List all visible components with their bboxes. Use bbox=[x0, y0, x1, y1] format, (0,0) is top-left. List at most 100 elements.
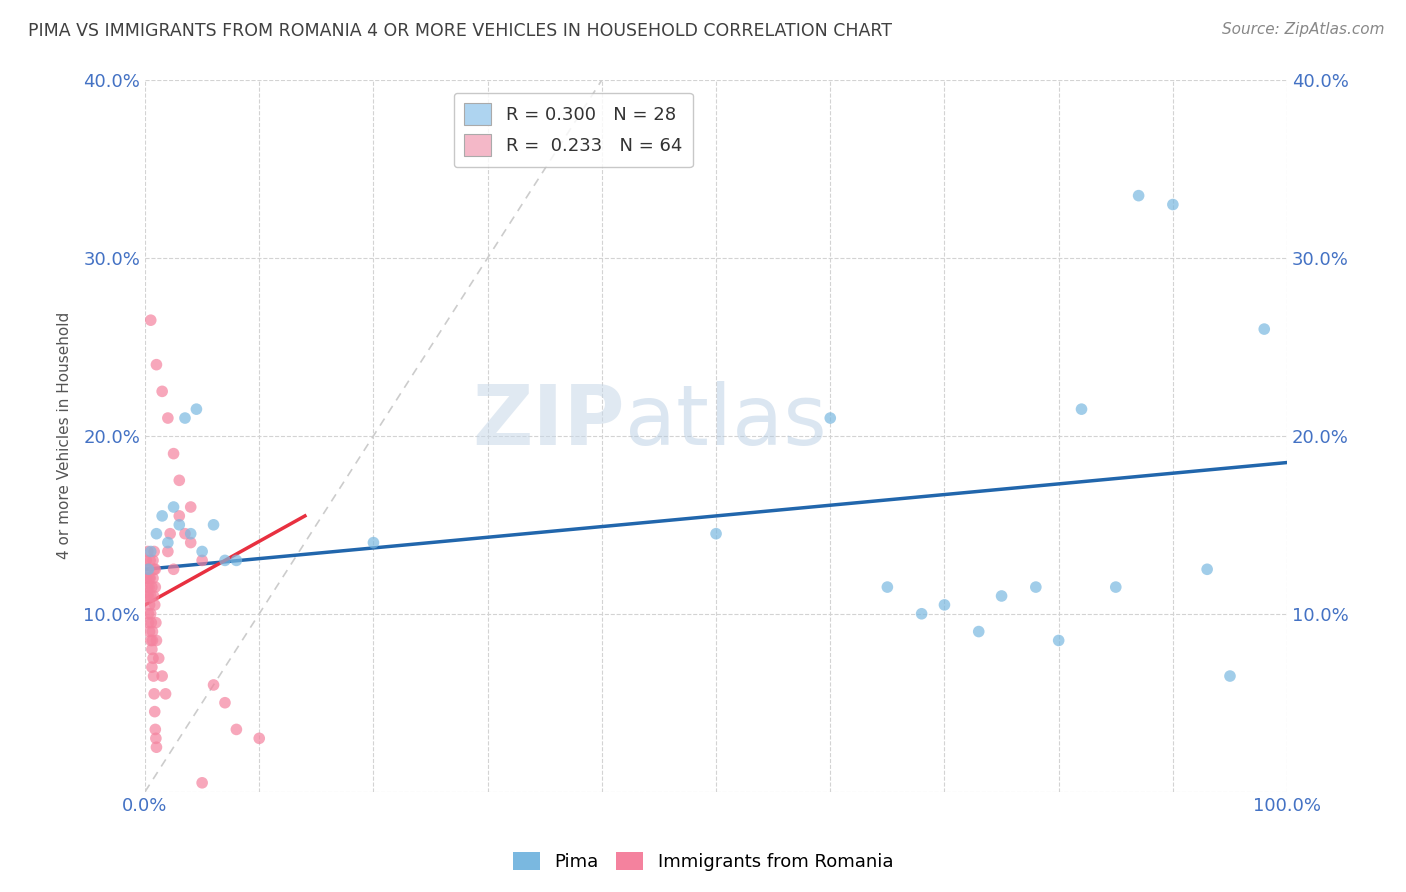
Point bbox=[142, 571, 165, 585]
Point bbox=[142, 553, 165, 567]
Point bbox=[169, 517, 191, 532]
Point bbox=[191, 544, 214, 558]
Point bbox=[142, 589, 165, 603]
Point bbox=[143, 562, 166, 576]
Point bbox=[143, 562, 166, 576]
Point bbox=[136, 580, 159, 594]
Point bbox=[156, 411, 179, 425]
Point bbox=[139, 571, 162, 585]
Point bbox=[150, 384, 173, 399]
Point bbox=[247, 731, 270, 746]
Point bbox=[139, 313, 162, 327]
Point bbox=[162, 500, 184, 514]
Point bbox=[139, 589, 162, 603]
Point bbox=[143, 580, 166, 594]
Point bbox=[156, 544, 179, 558]
Point bbox=[141, 633, 163, 648]
Point bbox=[934, 598, 956, 612]
Point bbox=[148, 651, 170, 665]
Point bbox=[150, 669, 173, 683]
Point bbox=[159, 526, 181, 541]
Point bbox=[143, 723, 166, 737]
Point bbox=[136, 589, 159, 603]
Point bbox=[1161, 197, 1184, 211]
Point bbox=[143, 544, 166, 558]
Point bbox=[139, 544, 162, 558]
Point bbox=[162, 447, 184, 461]
Point bbox=[135, 571, 157, 585]
Point bbox=[174, 411, 197, 425]
Y-axis label: 4 or more Vehicles in Household: 4 or more Vehicles in Household bbox=[58, 312, 72, 559]
Point bbox=[143, 687, 166, 701]
Point bbox=[169, 508, 191, 523]
Point bbox=[143, 598, 166, 612]
Point bbox=[141, 580, 163, 594]
Point bbox=[1128, 188, 1150, 202]
Point bbox=[363, 535, 385, 549]
Point bbox=[145, 731, 167, 746]
Point bbox=[225, 553, 247, 567]
Point bbox=[135, 553, 157, 567]
Point bbox=[1105, 580, 1128, 594]
Point bbox=[186, 402, 208, 417]
Point bbox=[136, 562, 159, 576]
Point bbox=[138, 589, 160, 603]
Point bbox=[214, 553, 236, 567]
Point bbox=[142, 669, 165, 683]
Point bbox=[138, 598, 160, 612]
Point bbox=[910, 607, 932, 621]
Point bbox=[145, 633, 167, 648]
Point bbox=[136, 544, 159, 558]
Point bbox=[1025, 580, 1047, 594]
Point bbox=[145, 740, 167, 755]
Point bbox=[135, 562, 157, 576]
Point bbox=[202, 517, 225, 532]
Text: atlas: atlas bbox=[624, 381, 827, 462]
Point bbox=[876, 580, 898, 594]
Point bbox=[145, 358, 167, 372]
Point bbox=[180, 526, 202, 541]
Point bbox=[1047, 633, 1070, 648]
Point bbox=[156, 535, 179, 549]
Point bbox=[139, 633, 162, 648]
Point bbox=[1253, 322, 1275, 336]
Point bbox=[145, 526, 167, 541]
Point bbox=[142, 651, 165, 665]
Point bbox=[225, 723, 247, 737]
Point bbox=[162, 562, 184, 576]
Point bbox=[1070, 402, 1092, 417]
Point bbox=[180, 535, 202, 549]
Point bbox=[169, 473, 191, 487]
Point bbox=[138, 562, 160, 576]
Point bbox=[138, 580, 160, 594]
Point bbox=[138, 607, 160, 621]
Legend: Pima, Immigrants from Romania: Pima, Immigrants from Romania bbox=[505, 845, 901, 879]
Point bbox=[138, 571, 160, 585]
Point bbox=[141, 615, 163, 630]
Point bbox=[990, 589, 1012, 603]
Point bbox=[1197, 562, 1219, 576]
Point bbox=[191, 776, 214, 790]
Point bbox=[141, 642, 163, 657]
Point bbox=[150, 508, 173, 523]
Point bbox=[704, 526, 727, 541]
Point bbox=[202, 678, 225, 692]
Point bbox=[141, 624, 163, 639]
Point bbox=[180, 500, 202, 514]
Point bbox=[967, 624, 990, 639]
Point bbox=[141, 660, 163, 674]
Point bbox=[143, 705, 166, 719]
Text: PIMA VS IMMIGRANTS FROM ROMANIA 4 OR MORE VEHICLES IN HOUSEHOLD CORRELATION CHAR: PIMA VS IMMIGRANTS FROM ROMANIA 4 OR MOR… bbox=[28, 22, 893, 40]
Point bbox=[1219, 669, 1241, 683]
Point bbox=[145, 615, 167, 630]
Point bbox=[138, 615, 160, 630]
Point bbox=[191, 553, 214, 567]
Point bbox=[139, 607, 162, 621]
Text: ZIP: ZIP bbox=[472, 381, 624, 462]
Point bbox=[138, 624, 160, 639]
Point bbox=[155, 687, 177, 701]
Point bbox=[139, 553, 162, 567]
Point bbox=[174, 526, 197, 541]
Point bbox=[820, 411, 842, 425]
Point bbox=[214, 696, 236, 710]
